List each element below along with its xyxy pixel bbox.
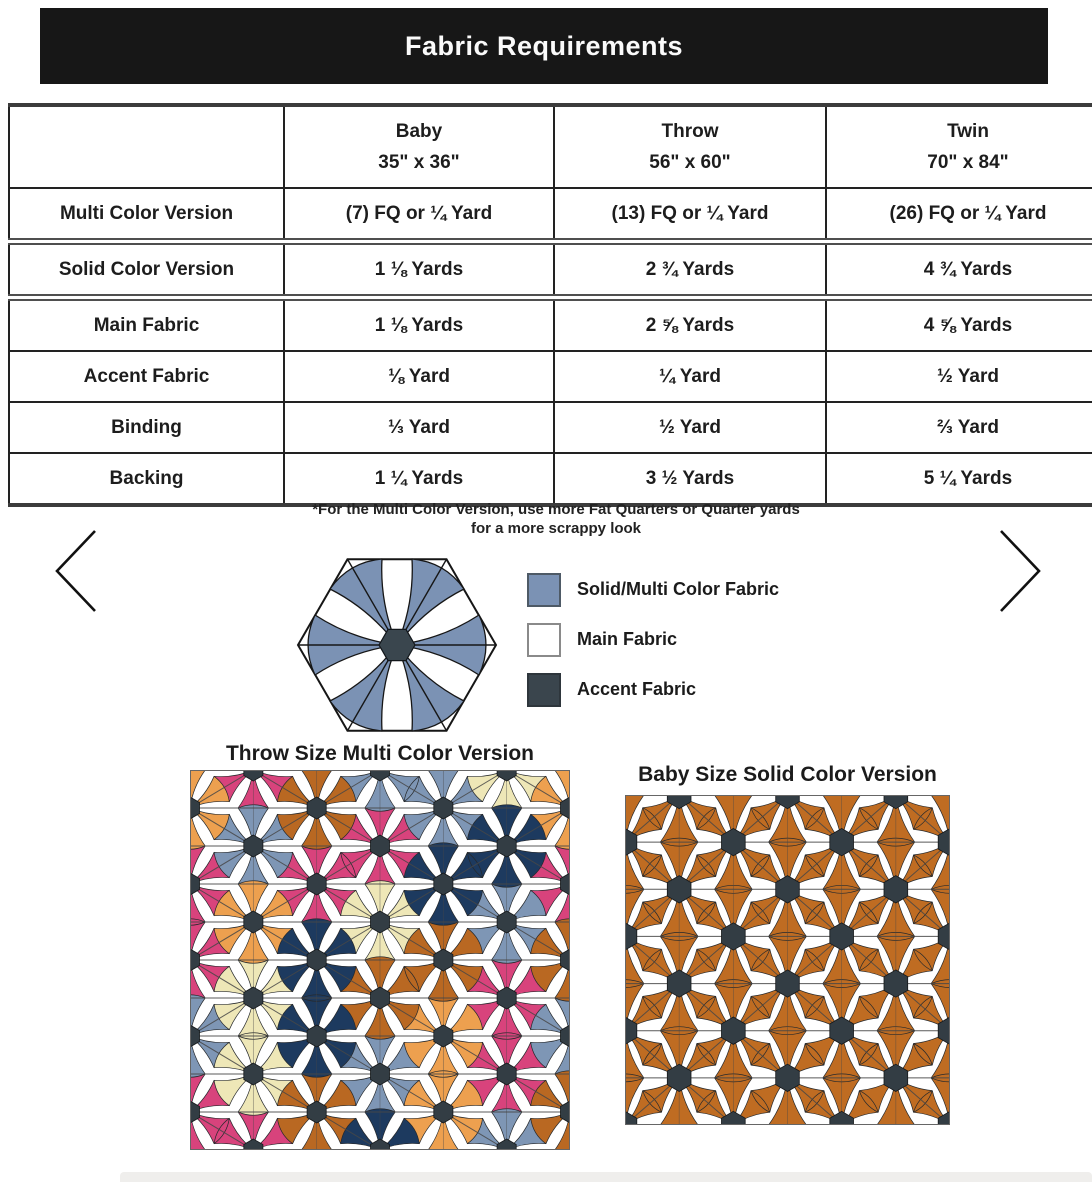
footnote-line-2: for a more scrappy look: [470, 520, 642, 537]
row-value: 1 ⅛ Yards: [283, 294, 555, 352]
row-value: 2 ¾ Yards: [553, 238, 827, 299]
legend-swatch-icon: [527, 572, 561, 607]
table-row: Multi Color Version (7) FQ or ¼ Yard (13) …: [8, 187, 1092, 243]
legend-item: Accent Fabric: [527, 672, 779, 707]
legend-label: Accent Fabric: [577, 679, 697, 699]
row-value: ½ Yard: [553, 401, 827, 454]
row-label: Backing: [8, 452, 285, 507]
row-value: 5 ¼ Yards: [825, 452, 1092, 507]
row-value: 2 ⅝ Yards: [553, 294, 827, 352]
section-banner: Fabric Requirements: [40, 8, 1048, 84]
fabric-legend: Solid/Multi Color Fabric Main Fabric Accen…: [527, 572, 779, 722]
row-value: ⅛ Yard: [283, 350, 555, 403]
row-label: Main Fabric: [8, 294, 285, 352]
baby-quilt-preview: [625, 795, 950, 1125]
table-row: Binding ⅓ Yard ½ Yard ⅔ Yard: [8, 401, 1092, 454]
row-value: ¼ Yard: [553, 350, 827, 403]
throw-quilt-preview: [190, 770, 570, 1150]
row-value: 4 ⅝ Yards: [825, 294, 1092, 352]
legend-swatch-icon: [527, 672, 561, 707]
fabric-table-head: Baby 35" x 36" Throw 56" x 60" Twin 70" x 84": [8, 103, 1092, 189]
hexagon-block-diagram: [296, 558, 498, 732]
row-value: (26) FQ or ¼ Yard: [825, 187, 1092, 243]
footnote: *For the Multi Color Version, use more F…: [0, 500, 1092, 538]
table-row: Solid Color Version 1 ⅛ Yards 2 ¾ Yards 4 ¾…: [8, 238, 1092, 299]
row-label: Accent Fabric: [8, 350, 285, 403]
fabric-table-body: Multi Color Version (7) FQ or ¼ Yard (13) …: [8, 187, 1092, 507]
col-header-baby: Baby 35" x 36": [283, 103, 555, 189]
col-header-twin: Twin 70" x 84": [825, 103, 1092, 189]
legend-item: Solid/Multi Color Fabric: [527, 572, 779, 607]
row-value: (13) FQ or ¼ Yard: [553, 187, 827, 243]
row-value: ½ Yard: [825, 350, 1092, 403]
chevron-left-icon[interactable]: [48, 526, 100, 616]
row-value: ⅔ Yard: [825, 401, 1092, 454]
next-page-edge: [120, 1172, 1092, 1182]
row-label: Solid Color Version: [8, 238, 285, 299]
fabric-requirements-table-wrap: Baby 35" x 36" Throw 56" x 60" Twin 70" x 84"…: [8, 103, 1092, 507]
row-value: 3 ½ Yards: [553, 452, 827, 507]
legend-item: Main Fabric: [527, 622, 779, 657]
footnote-line-1: *For the Multi Color Version, use more F…: [312, 501, 800, 518]
legend-label: Main Fabric: [577, 629, 678, 649]
row-value: (7) FQ or ¼ Yard: [283, 187, 555, 243]
table-row: Backing 1 ¼ Yards 3 ½ Yards 5 ¼ Yards: [8, 452, 1092, 507]
section-title: Fabric Requirements: [404, 30, 684, 61]
corner-cell: [8, 103, 285, 189]
legend-swatch-icon: [527, 622, 561, 657]
table-row: Main Fabric 1 ⅛ Yards 2 ⅝ Yards 4 ⅝ Yards: [8, 294, 1092, 352]
row-value: ⅓ Yard: [283, 401, 555, 454]
chevron-right-icon[interactable]: [996, 526, 1048, 616]
row-label: Multi Color Version: [8, 187, 285, 243]
table-row: Accent Fabric ⅛ Yard ¼ Yard ½ Yard: [8, 350, 1092, 403]
legend-label: Solid/Multi Color Fabric: [577, 579, 779, 599]
row-value: 1 ¼ Yards: [283, 452, 555, 507]
row-value: 4 ¾ Yards: [825, 238, 1092, 299]
row-label: Binding: [8, 401, 285, 454]
fabric-table: Baby 35" x 36" Throw 56" x 60" Twin 70" x 84"…: [8, 103, 1092, 507]
row-value: 1 ⅛ Yards: [283, 238, 555, 299]
col-header-throw: Throw 56" x 60": [553, 103, 827, 189]
throw-quilt-title: Throw Size Multi Color Version: [225, 742, 535, 765]
baby-quilt-title: Baby Size Solid Color Version: [638, 763, 937, 786]
